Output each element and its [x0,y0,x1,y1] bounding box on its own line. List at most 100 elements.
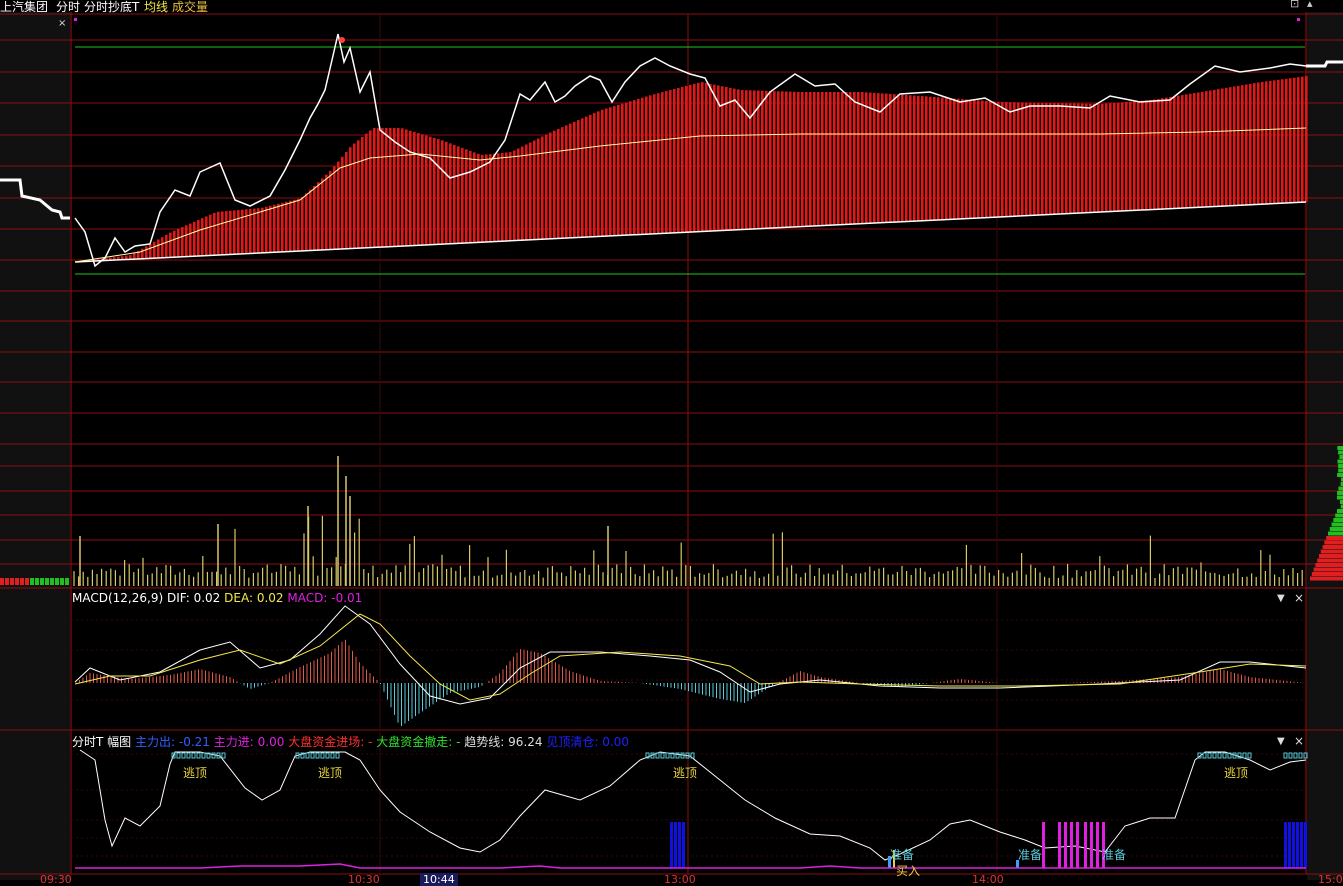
trend-bar [285,202,288,252]
trend-bar [1245,85,1248,205]
trend-bar [769,91,772,228]
cursor-time-label: 10:44 [420,873,458,886]
trend-bar [649,95,652,234]
trend-bar [1213,90,1216,207]
prev-price-line [0,180,70,218]
volume-side-bar [1337,446,1343,450]
signal-bar-magenta [1090,822,1093,868]
trend-bar [937,97,940,220]
signal-bar-magenta [1058,822,1061,868]
trend-bar [1149,100,1152,210]
trend-bar [273,205,276,253]
trend-bar [293,200,296,252]
close-icon[interactable]: × [1294,591,1304,605]
chevron-down-icon[interactable]: ▼ [1277,593,1285,604]
trend-bar [1117,103,1120,212]
trend-bar [877,93,880,223]
trend-bar [253,209,256,254]
trend-bar [697,83,700,232]
trend-bar [1225,88,1228,206]
top-marker [177,753,180,758]
trend-bar [1253,83,1256,204]
trend-bar [457,146,460,243]
trend-bar [257,208,260,253]
trend-bar [673,89,676,233]
trend-bar [873,93,876,223]
trend-bar [377,128,380,247]
macd-panel [75,606,1306,726]
trend-bar [1129,102,1132,211]
trend-bar [613,106,616,236]
close-icon[interactable]: × [1294,734,1304,748]
trend-bar [969,100,972,219]
trend-bar [465,149,468,243]
trend-bar [681,87,684,233]
trend-bar [745,90,748,229]
main-in-value: 0.00 [258,735,285,749]
trend-bar [669,90,672,233]
main-in-label: 主力进: [214,735,254,749]
top-marker [1299,753,1302,758]
trend-bar [513,151,516,241]
trend-bar [1293,78,1296,203]
signal-bar-magenta [1084,822,1087,868]
volume-side-bar [60,578,64,585]
volume-side-bar [1338,451,1343,455]
trend-bar [821,92,824,226]
trend-bar [197,220,200,256]
trend-bar [329,171,332,250]
trend-bar [589,115,592,237]
trend-bar [549,133,552,239]
top-marker [1198,753,1201,758]
t-subtitle: 幅图 [107,735,131,749]
signal-bar-blue [1300,822,1303,868]
trend-bar [1173,96,1176,208]
trend-bar [729,88,732,230]
trend-bar [397,128,400,246]
trend-bar [413,132,416,246]
trend-bar [625,103,628,236]
trend-bar [805,92,808,226]
trend-bar [957,99,960,219]
signal-bar-blue [1304,822,1307,868]
trend-bar [837,92,840,225]
trend-bar [157,239,160,258]
trend-bar [953,98,956,219]
trend-bar [865,92,868,223]
trend-bar [505,153,508,242]
trend-bar [533,141,536,240]
escape-top-signal: 逃顶 [183,764,207,781]
trend-bar [1277,80,1280,204]
close-icon[interactable]: × [58,18,66,29]
trend-bar [929,97,932,221]
trend-bar [785,92,788,228]
trend-bar [1205,91,1208,207]
signal-bar-blue [682,822,685,868]
trend-bar [1209,91,1212,207]
volume-side-bar [50,578,54,585]
dea-label: DEA: [224,591,253,605]
trend-bar [485,155,488,243]
big-out-value: - [456,735,460,749]
trend-bar [301,197,304,251]
chevron-down-icon[interactable]: ▼ [1277,736,1285,747]
top-marker [1284,753,1287,758]
trend-bar [405,130,408,246]
trend-value: 96.24 [508,735,542,749]
trend-bar [1269,81,1272,204]
trend-bar [949,98,952,219]
trend-bar [1273,80,1276,203]
trend-bar [781,91,784,227]
trend-bar [501,153,504,241]
trend-bar [793,92,796,227]
trend-bar [337,162,340,250]
trend-bar [889,94,892,222]
trend-bar [1193,93,1196,207]
trend-bar [381,128,384,247]
trend-bar [689,85,692,232]
volume-side-bar [1332,523,1343,527]
trend-bar [833,92,836,225]
trend-bar [629,101,632,235]
top-value: 0.00 [602,735,629,749]
